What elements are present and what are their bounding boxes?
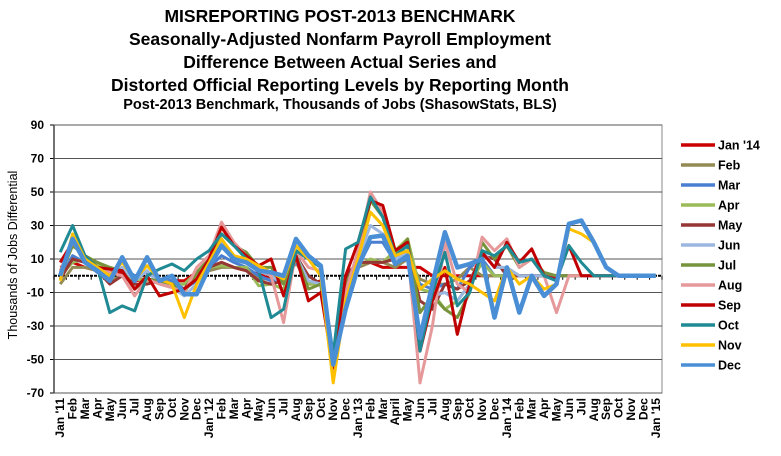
chart-note: Post-2013 Benchmark, Thousands of Jobs (… bbox=[123, 97, 557, 113]
x-tick-label: May bbox=[103, 398, 117, 422]
x-tick-label: Dec bbox=[636, 398, 650, 420]
x-tick-label: May bbox=[550, 398, 564, 422]
x-tick-label: Feb bbox=[363, 398, 377, 419]
chart-subtitle-line-1: Seasonally-Adjusted Nonfarm Payroll Empl… bbox=[128, 29, 552, 49]
x-tick-label: Jun bbox=[264, 398, 278, 419]
x-tick-label: Jul bbox=[128, 398, 142, 415]
x-tick-label: Feb bbox=[215, 398, 229, 419]
y-tick-label: 70 bbox=[31, 152, 45, 166]
legend-label: Dec bbox=[718, 359, 741, 373]
x-tick-label: Oct bbox=[314, 398, 328, 418]
x-tick-label: Jul bbox=[425, 398, 439, 415]
x-tick-label: Mar bbox=[78, 398, 92, 420]
x-tick-label: Nov bbox=[475, 398, 489, 421]
x-tick-label: Jan '13 bbox=[351, 398, 365, 439]
x-tick-label: Sep bbox=[599, 398, 613, 420]
x-tick-label: Sep bbox=[450, 398, 464, 420]
legend-label: Jun bbox=[718, 239, 740, 253]
legend-label: Aug bbox=[718, 279, 742, 293]
legend-label: May bbox=[718, 219, 742, 233]
x-tick-label: Jun bbox=[115, 398, 129, 419]
chart-subtitle-line-3: Distorted Official Reporting Levels by R… bbox=[111, 75, 569, 95]
legend-label: Nov bbox=[718, 339, 742, 353]
legend-label: Oct bbox=[718, 319, 740, 333]
x-tick-label: Aug bbox=[289, 398, 303, 421]
y-tick-label: -30 bbox=[27, 319, 45, 333]
x-tick-label: Mar bbox=[525, 398, 539, 420]
x-tick-label: Aug bbox=[140, 398, 154, 421]
legend-label: Sep bbox=[718, 299, 741, 313]
y-tick-label: 30 bbox=[31, 219, 45, 233]
x-tick-label: Nov bbox=[326, 398, 340, 421]
x-tick-label: Apr bbox=[239, 398, 253, 419]
x-tick-label: Jun bbox=[562, 398, 576, 419]
y-tick-label: 50 bbox=[31, 185, 45, 199]
x-tick-label: Dec bbox=[339, 398, 353, 420]
x-tick-label: Feb bbox=[66, 398, 80, 419]
x-tick-label: Jan '11 bbox=[53, 398, 67, 438]
x-tick-label: May bbox=[401, 398, 415, 422]
x-tick-label: Oct bbox=[165, 398, 179, 418]
x-tick-label: Mar bbox=[376, 398, 390, 420]
y-tick-label: 10 bbox=[31, 252, 45, 266]
legend-label: Mar bbox=[718, 179, 740, 193]
x-tick-label: Nov bbox=[177, 398, 191, 421]
x-tick-label: Oct bbox=[612, 398, 626, 418]
x-tick-label: Apr bbox=[90, 398, 104, 419]
x-tick-label: Jul bbox=[574, 398, 588, 415]
y-tick-label: -50 bbox=[27, 353, 45, 367]
x-tick-label: Aug bbox=[587, 398, 601, 421]
y-axis-title: Thousands of Jobs Differential bbox=[6, 171, 20, 340]
legend-label: Jan '14 bbox=[718, 139, 760, 153]
x-tick-label: Jun bbox=[413, 398, 427, 419]
y-tick-label: -10 bbox=[27, 286, 45, 300]
x-tick-label: Nov bbox=[624, 398, 638, 421]
x-tick-label: Apr bbox=[537, 398, 551, 419]
x-tick-label: Jan '12 bbox=[202, 398, 216, 439]
x-tick-label: Dec bbox=[190, 398, 204, 420]
series-line-dec bbox=[58, 218, 656, 367]
y-tick-label: 90 bbox=[31, 118, 45, 132]
x-tick-label: Jul bbox=[277, 398, 291, 415]
legend-label: Jul bbox=[718, 259, 736, 273]
chart-subtitle-line-2: Difference Between Actual Series and bbox=[183, 52, 497, 72]
x-tick-label: Sep bbox=[301, 398, 315, 420]
x-tick-label: May bbox=[252, 398, 266, 422]
x-tick-label: Mar bbox=[227, 398, 241, 420]
y-tick-label: -70 bbox=[27, 386, 45, 400]
x-tick-label: Sep bbox=[152, 398, 166, 420]
x-tick-label: Dec bbox=[487, 398, 501, 420]
x-tick-label: Aug bbox=[438, 398, 452, 421]
x-tick-label: Oct bbox=[463, 398, 477, 418]
x-tick-label: Jan '14 bbox=[500, 398, 514, 439]
x-tick-label: Feb bbox=[512, 398, 526, 419]
x-tick-label: April bbox=[388, 398, 402, 425]
x-tick-label: Jan '15 bbox=[649, 398, 663, 439]
chart-title: MISREPORTING POST-2013 BENCHMARK bbox=[164, 6, 516, 26]
legend-label: Feb bbox=[718, 159, 741, 173]
series-line-aug bbox=[58, 190, 656, 385]
legend-label: Apr bbox=[718, 199, 740, 213]
